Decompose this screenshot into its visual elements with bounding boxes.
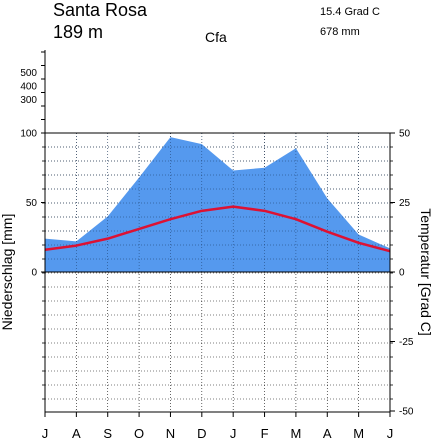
station-elevation: 189 m — [53, 22, 103, 42]
annual-precipitation: 678 mm — [320, 26, 360, 38]
month-label: N — [166, 426, 175, 440]
precip-tick-label: 50 — [26, 198, 38, 209]
precipitation-axis: 0 50 100 300 400 500 — [20, 51, 45, 400]
month-label: A — [72, 426, 81, 440]
mean-temperature: 15.4 Grad C — [320, 6, 380, 18]
month-label: S — [103, 426, 112, 440]
temp-tick-label: 50 — [399, 129, 411, 140]
precip-tick-label: 100 — [20, 129, 37, 140]
precip-upper-tick-label: 300 — [20, 95, 37, 106]
month-label: D — [197, 426, 206, 440]
precip-tick-label: 0 — [31, 268, 37, 279]
precipitation-axis-label: Niederschlag [mm] — [0, 214, 15, 331]
month-label: J — [387, 426, 394, 440]
temp-tick-label: -50 — [399, 407, 414, 418]
month-label: M — [353, 426, 364, 440]
gridlines-overlay — [45, 133, 390, 273]
temperature-line — [44, 205, 391, 253]
month-label: O — [134, 426, 144, 440]
month-label: F — [261, 426, 269, 440]
station-name: Santa Rosa — [53, 0, 148, 20]
temperature-axis: 50 25 0 -25 -50 — [390, 129, 414, 418]
month-label: J — [42, 426, 49, 440]
temp-tick-label: 25 — [399, 198, 411, 209]
precip-upper-tick-label: 500 — [20, 68, 37, 79]
temp-tick-label: -25 — [399, 337, 414, 348]
temp-tick-label: 0 — [399, 268, 405, 279]
month-label: J — [230, 426, 237, 440]
month-label: M — [290, 426, 301, 440]
precip-upper-tick-label: 400 — [20, 81, 37, 92]
temperature-axis-label: Temperatur [Grad C] — [418, 208, 433, 336]
precipitation-area — [45, 137, 390, 272]
month-label: A — [323, 426, 332, 440]
climate-class: Cfa — [205, 29, 227, 45]
